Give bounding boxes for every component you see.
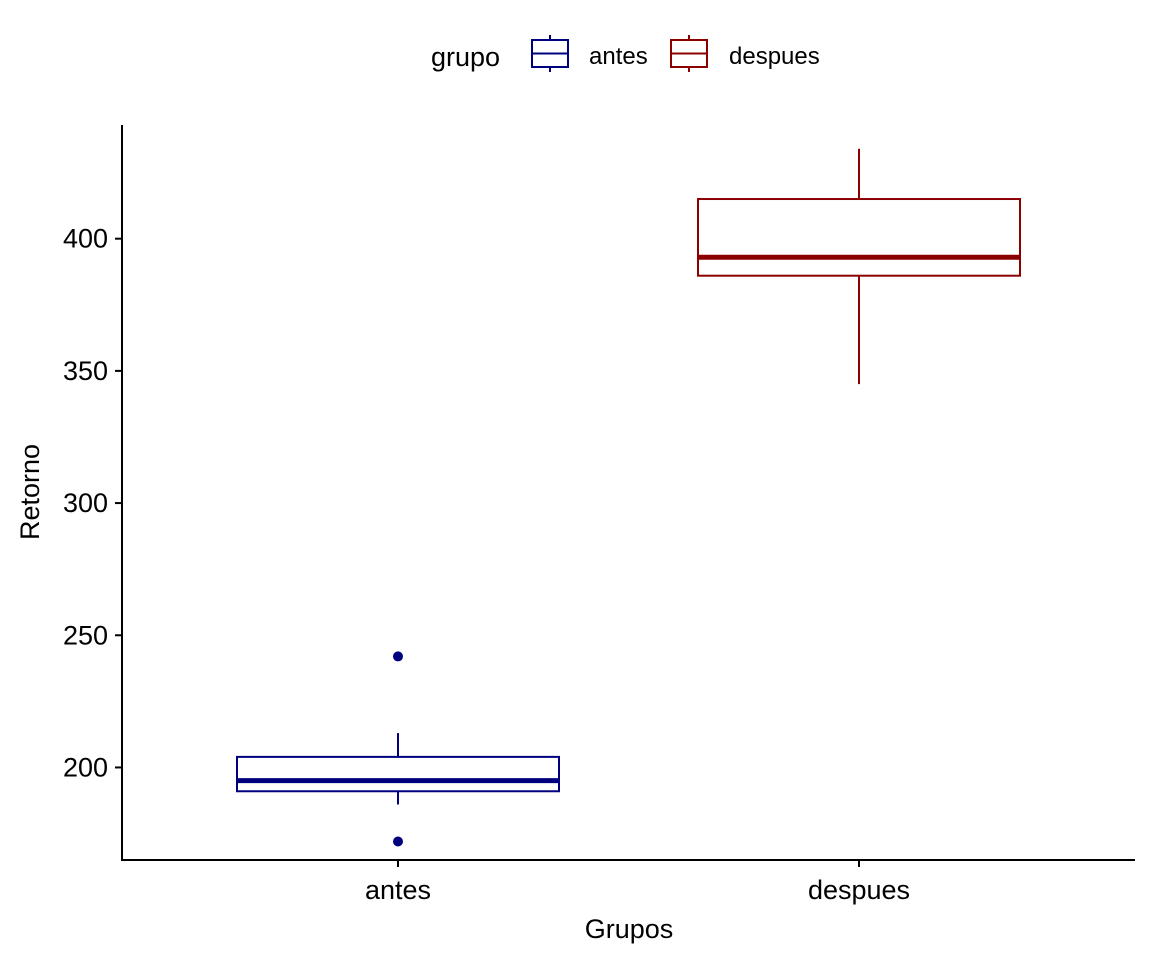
plot-marks	[236, 148, 1021, 847]
legend-label: antes	[589, 43, 648, 70]
outlier-point	[393, 836, 403, 847]
box-despues	[697, 148, 1021, 385]
x-ticks: antes despues	[365, 860, 910, 905]
y-tick-label: 400	[63, 224, 108, 254]
legend-entries: antes despues	[531, 35, 820, 72]
x-tick-label: antes	[365, 875, 431, 905]
legend-key	[670, 35, 708, 72]
y-tick-label: 200	[63, 752, 108, 782]
legend: grupo antes despues	[431, 35, 820, 72]
x-axis-title: Grupos	[585, 914, 674, 944]
y-ticks: 200 250 300 350 400	[63, 224, 122, 782]
box-body	[236, 755, 560, 793]
legend-key	[531, 35, 569, 72]
y-tick-label: 300	[63, 488, 108, 518]
legend-item-antes: antes	[531, 35, 648, 72]
outlier-point	[393, 651, 403, 662]
y-axis-title: Retorno	[15, 444, 45, 540]
y-tick-label: 350	[63, 356, 108, 386]
y-tick-label: 250	[63, 620, 108, 650]
box-body	[697, 198, 1021, 277]
x-tick-label: despues	[808, 875, 910, 905]
legend-item-despues: despues	[670, 35, 820, 72]
box-antes	[236, 651, 560, 847]
legend-label: despues	[729, 43, 820, 70]
legend-title: grupo	[431, 42, 500, 72]
